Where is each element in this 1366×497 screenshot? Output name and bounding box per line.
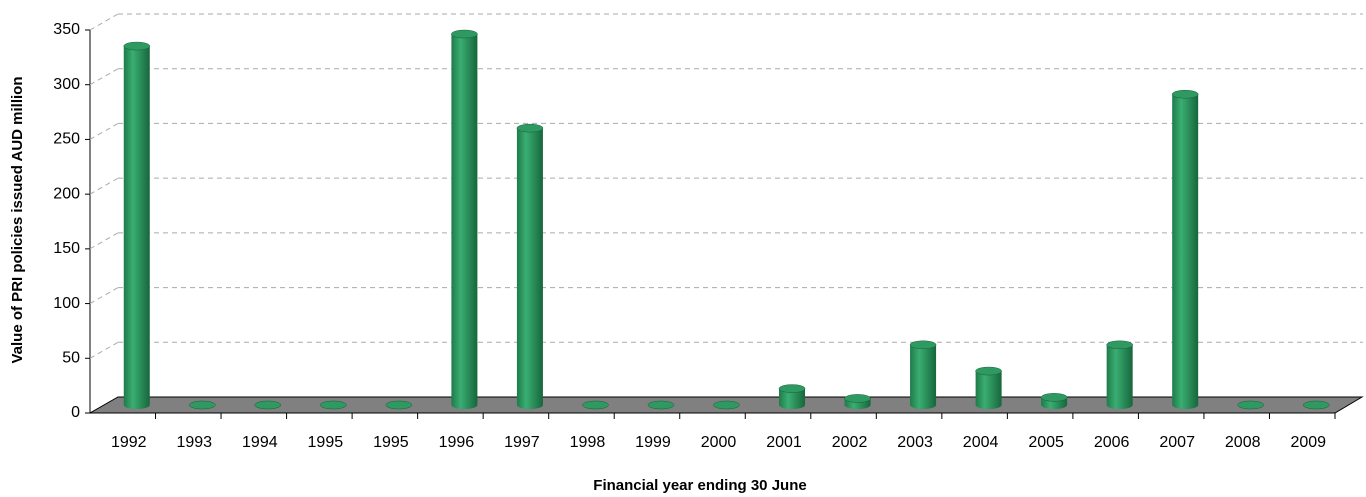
bar-body: [1172, 94, 1199, 410]
bar: [1237, 400, 1264, 410]
y-axis-title: Value of PRI policies issued AUD million: [9, 76, 26, 363]
x-tick-label: 2007: [1159, 434, 1195, 451]
y-tick-label: 200: [53, 185, 80, 202]
bar: [1171, 89, 1199, 410]
bar-top: [451, 29, 478, 39]
x-tick-label: 2009: [1290, 434, 1326, 451]
bar-top: [1040, 393, 1068, 402]
grid-line-depth: [89, 232, 119, 250]
x-tick-label: 2001: [766, 434, 802, 451]
bar-top: [254, 400, 282, 410]
bar-body: [516, 128, 543, 409]
bar-top: [647, 400, 675, 410]
bar: [778, 384, 806, 409]
bar: [123, 41, 151, 409]
grid-line-depth: [89, 177, 119, 195]
bar: [451, 29, 478, 410]
grid-line-depth: [89, 341, 119, 359]
y-tick-label: 0: [71, 404, 80, 421]
x-tick-label: 1995: [373, 434, 409, 451]
bar: [975, 366, 1002, 409]
x-tick-label: 1997: [504, 434, 540, 451]
y-tick-label: 50: [62, 350, 80, 367]
bar: [844, 394, 871, 409]
bar: [647, 400, 675, 410]
bar: [1040, 393, 1068, 409]
bar-top: [778, 384, 806, 393]
x-tick-label: 2003: [897, 434, 933, 451]
bar: [320, 400, 347, 410]
y-tick-label: 100: [53, 295, 80, 312]
bar: [516, 123, 544, 409]
bar-top: [1237, 400, 1264, 410]
x-tick-label: 2006: [1094, 434, 1130, 451]
bar-body: [975, 371, 1002, 409]
x-tick-label: 1992: [111, 434, 147, 451]
x-tick-label: 2000: [701, 434, 737, 451]
bar-body: [779, 388, 806, 409]
x-tick-label: 2004: [963, 434, 999, 451]
grid-line-depth: [89, 287, 119, 305]
bar: [1302, 400, 1330, 410]
bar-body: [123, 46, 150, 409]
bar-top: [516, 123, 544, 133]
grid-line-depth: [89, 13, 119, 31]
x-tick-label: 1995: [308, 434, 344, 451]
bar: [713, 400, 740, 410]
grid-line-depth: [89, 122, 119, 140]
x-tick-label: 1998: [570, 434, 606, 451]
bar-top: [713, 400, 740, 410]
bar-top: [320, 400, 347, 410]
bar-top: [975, 366, 1002, 376]
bar-body: [451, 34, 478, 410]
bar-top: [1171, 89, 1199, 99]
bar-top: [385, 400, 413, 410]
x-tick-label: 1993: [176, 434, 212, 451]
bar-top: [123, 41, 151, 51]
bar: [582, 400, 609, 410]
bar-top: [1302, 400, 1330, 410]
bar: [909, 340, 937, 409]
y-tick-label: 300: [53, 76, 80, 93]
y-tick-label: 150: [53, 240, 80, 257]
y-tick-label: 350: [53, 21, 80, 38]
x-tick-label: 2002: [832, 434, 868, 451]
x-tick-label: 2008: [1225, 434, 1261, 451]
x-tick-label: 1994: [242, 434, 278, 451]
bar-top: [582, 400, 609, 410]
bar-top: [1106, 340, 1133, 350]
bar-top: [844, 394, 871, 403]
y-tick-label: 250: [53, 131, 80, 148]
bar: [254, 400, 282, 410]
bar: [189, 400, 216, 410]
bar-body: [910, 344, 937, 409]
bar-top: [189, 400, 216, 410]
x-tick-label: 1999: [635, 434, 671, 451]
bar: [385, 400, 413, 410]
x-tick-label: 2005: [1028, 434, 1064, 451]
x-tick-label: 1996: [439, 434, 475, 451]
x-axis-title: Financial year ending 30 June: [593, 477, 806, 494]
grid-line-depth: [89, 68, 119, 86]
bar-top: [909, 340, 937, 350]
bar: [1106, 340, 1133, 409]
bar-body: [1106, 344, 1133, 409]
